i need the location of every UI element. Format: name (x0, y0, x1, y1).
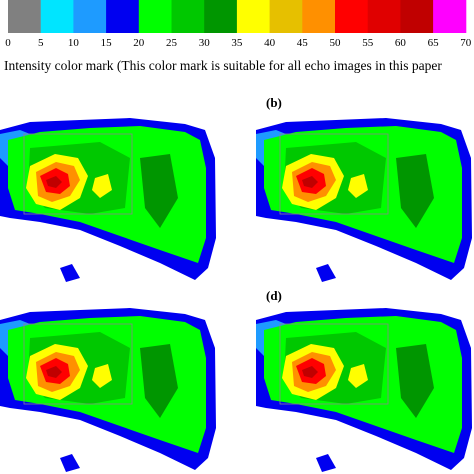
tick-label: 25 (166, 37, 178, 49)
radar-image-b (255, 117, 473, 283)
panel-label: (d) (266, 288, 282, 303)
color-segment (40, 0, 74, 33)
tick-label: 45 (297, 37, 309, 49)
panel-label: (b) (266, 95, 282, 110)
color-segment (269, 0, 303, 33)
tick-label: 5 (38, 37, 44, 49)
tick-label: 0 (5, 37, 11, 49)
color-segment (106, 0, 140, 33)
radar-image-d (255, 307, 473, 473)
radar-image-c (0, 307, 217, 473)
color-segment (400, 0, 434, 33)
color-segment (138, 0, 172, 33)
color-segment (335, 0, 369, 33)
tick-label: 20 (133, 37, 145, 49)
tick-label: 15 (101, 37, 113, 49)
tick-label: 55 (362, 37, 374, 49)
caption: Intensity color mark (This color mark is… (4, 58, 442, 73)
tick-label: 40 (264, 37, 276, 49)
color-segment (433, 0, 467, 33)
tick-label: 70 (460, 37, 472, 49)
color-segment (367, 0, 401, 33)
color-segment (236, 0, 271, 33)
color-segment (73, 0, 107, 33)
color-bar: 0 5 10 15 20 25 30 35 40 45 50 55 60 65 70 (5, 0, 472, 49)
tick-label: 10 (68, 37, 80, 49)
color-segment (8, 0, 42, 33)
tick-label: 30 (199, 37, 211, 49)
color-segment (204, 0, 238, 33)
tick-label: 65 (428, 37, 440, 49)
color-segment (302, 0, 336, 33)
tick-label: 50 (330, 37, 342, 49)
radar-image-a (0, 117, 217, 283)
tick-label: 35 (231, 37, 243, 49)
color-segment (171, 0, 205, 33)
tick-label: 60 (395, 37, 407, 49)
